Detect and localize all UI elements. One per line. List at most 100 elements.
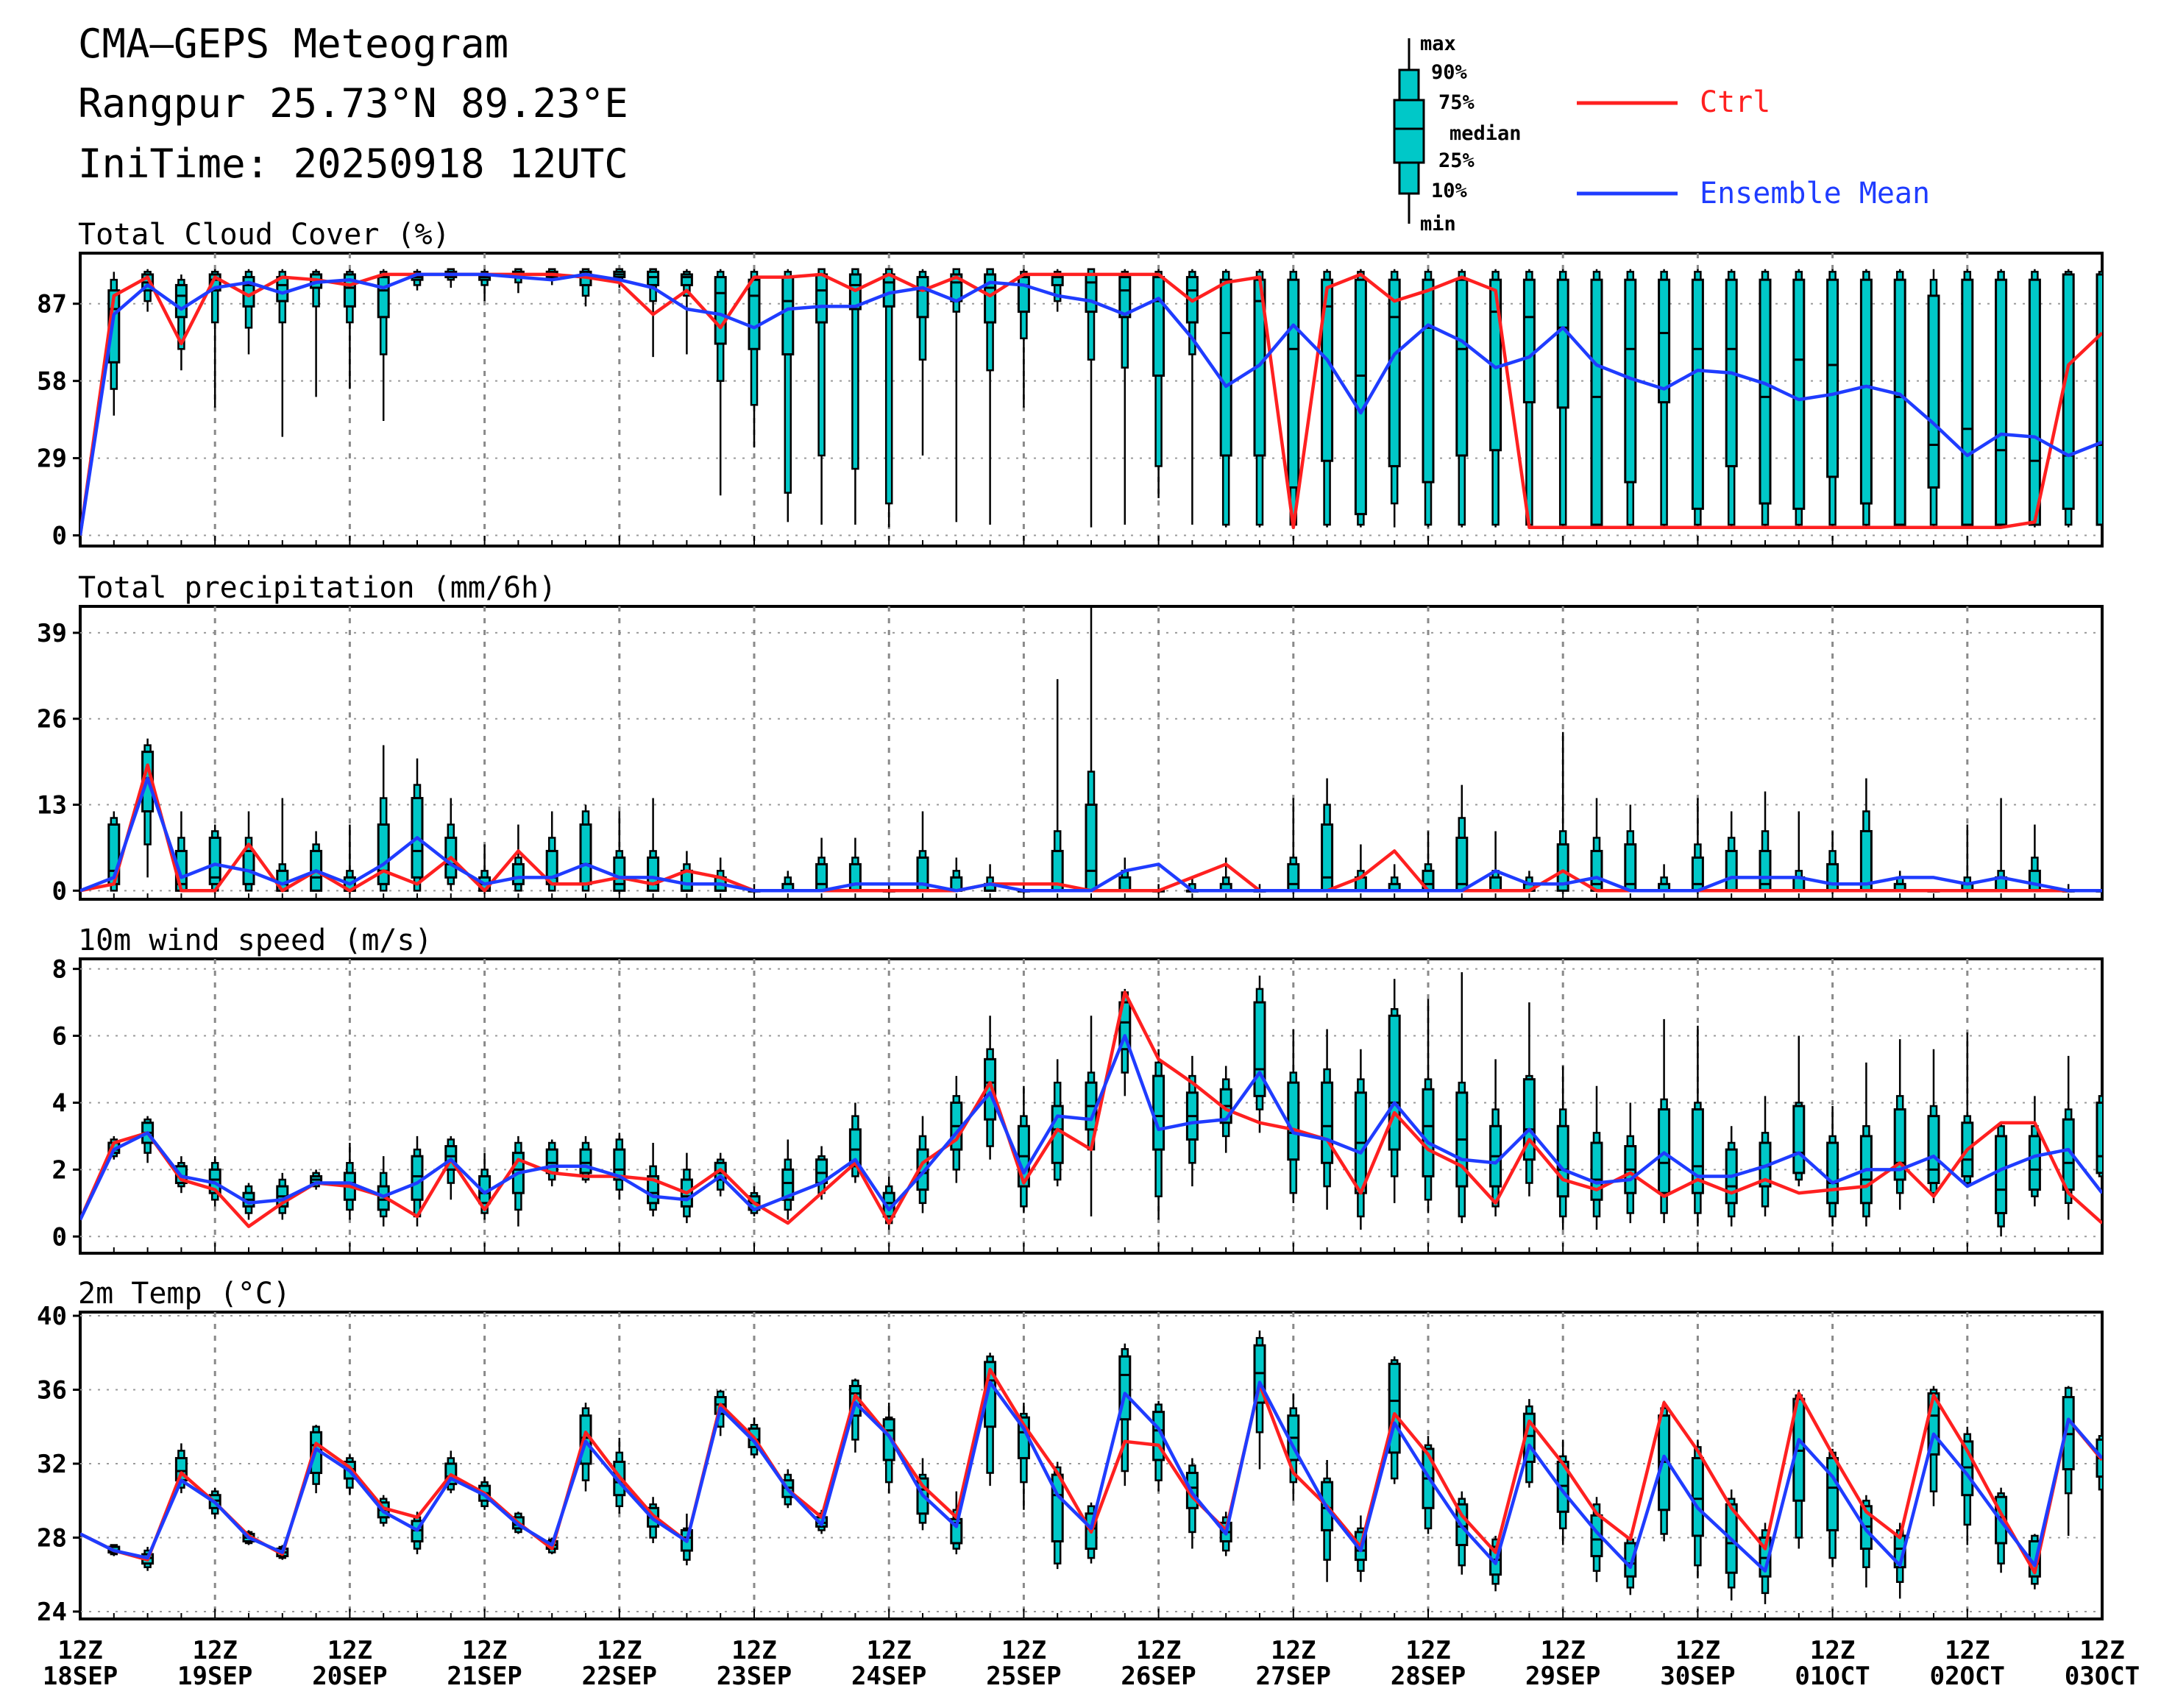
box-inner (1118, 276, 1132, 319)
box-inner (1287, 862, 1300, 892)
ensemble-box (411, 758, 424, 892)
series-lines (80, 272, 2102, 536)
box-inner (1085, 273, 1098, 313)
box-inner (1995, 1135, 2008, 1214)
x-label-hour: 12Z (866, 1636, 911, 1665)
ensemble-box (1691, 798, 1704, 892)
x-label-hour: 12Z (57, 1636, 102, 1665)
box-inner (984, 273, 997, 324)
box-inner (242, 849, 255, 885)
y-tick-label: 58 (37, 367, 67, 397)
box-inner (1152, 1074, 1165, 1151)
ensemble-box (377, 269, 390, 421)
ensemble-box (1522, 269, 1536, 528)
box-inner (1152, 276, 1165, 377)
ensemble-box (1725, 269, 1738, 528)
ensemble-box (1826, 269, 1839, 528)
ensemble-box (1185, 1458, 1199, 1549)
ensemble-box (1995, 269, 2008, 528)
box-inner (916, 276, 929, 319)
ensemble-box (916, 811, 929, 892)
ensemble-box (545, 1139, 558, 1187)
x-label-hour: 12Z (462, 1636, 507, 1665)
box-inner (1422, 278, 1435, 483)
x-label-hour: 12Z (1540, 1636, 1585, 1665)
panel-title: 2m Temp (°C) (78, 1277, 291, 1311)
ensemble-box (1287, 798, 1300, 892)
y-tick-label: 32 (37, 1450, 67, 1479)
panel-3: 10m wind speed (m/s) 0 2 4 6 8 (52, 924, 2141, 1255)
ensemble-box (1691, 269, 1704, 528)
box-inner (174, 283, 188, 319)
series-lines (80, 1367, 2102, 1575)
ctrl-line (80, 991, 2102, 1228)
ensemble-box (882, 268, 895, 528)
ensemble-box (1388, 269, 1401, 528)
ensemble-box (377, 1156, 390, 1227)
x-label-hour: 12Z (1136, 1636, 1181, 1665)
y-tick-label: 2 (52, 1155, 67, 1185)
box-inner (781, 276, 795, 355)
ensemble-box (1051, 678, 1064, 892)
ensemble-box (1624, 269, 1637, 528)
box-inner (1422, 1088, 1435, 1177)
box-inner (1253, 1001, 1266, 1097)
x-label-hour: 12Z (731, 1636, 776, 1665)
legend-box-inner (1393, 99, 1425, 164)
ctrl-line (80, 1367, 2102, 1575)
ensemble-box (1759, 791, 1772, 892)
ensemble-box (1185, 1055, 1199, 1187)
ensemble-box (1489, 1059, 1502, 1216)
panel-2: Total precipitation (mm/6h) 0 13 26 39 (37, 571, 2104, 906)
ensemble-box (1859, 269, 1873, 528)
legend-box-label: median (1449, 122, 1522, 145)
ensemble-box (2096, 1432, 2102, 1495)
ensemble-box (1388, 864, 1401, 892)
box-outer (884, 268, 893, 505)
y-tick-label: 0 (52, 1222, 67, 1252)
ensemble-box (984, 1016, 997, 1160)
panel-title: Total precipitation (mm/6h) (78, 571, 556, 605)
x-label-hour: 12Z (597, 1636, 642, 1665)
ensemble-box (2131, 1156, 2141, 1219)
ensemble-box (1590, 1085, 1603, 1230)
ensemble-box (1219, 857, 1232, 892)
box-inner (1085, 804, 1098, 892)
ensemble-box (1725, 1489, 1738, 1601)
y-tick-label: 28 (37, 1523, 67, 1553)
box-inner (1287, 278, 1300, 489)
legend-box-label: 75% (1438, 91, 1475, 114)
x-label-date: 24SEP (851, 1662, 926, 1691)
ensemble-box (1422, 269, 1435, 528)
ensemble-box (1658, 1018, 1671, 1224)
box-inner (343, 273, 356, 308)
ensemble-box (882, 1403, 895, 1494)
ensemble-box (1017, 269, 1030, 408)
box-outer (312, 271, 320, 308)
ensemble-box (1792, 1035, 1806, 1187)
legend-box-label: 10% (1431, 180, 1468, 202)
box-inner (1522, 278, 1536, 404)
ensemble-box (545, 268, 558, 286)
ensemble-box (1624, 1102, 1637, 1224)
box-inner (579, 1148, 592, 1174)
box-inner (2096, 1101, 2102, 1174)
ensemble-box (377, 745, 390, 892)
ensemble-mean-line (80, 272, 2102, 536)
y-tick-label: 6 (52, 1022, 67, 1052)
ensemble-box (815, 268, 828, 525)
box-inner (1590, 278, 1603, 526)
x-label-hour: 12Z (327, 1636, 372, 1665)
box-inner (1792, 278, 1806, 510)
ensemble-box (310, 269, 323, 397)
y-tick-label: 0 (52, 522, 67, 551)
x-label-date: 26SEP (1121, 1662, 1196, 1691)
legend-box-label: 90% (1431, 61, 1468, 84)
ensemble-mean-line (80, 1381, 2102, 1573)
series-lines (80, 991, 2102, 1228)
x-label-hour: 12Z (1945, 1636, 1990, 1665)
x-label-date: 02OCT (1930, 1662, 2005, 1691)
ensemble-box (984, 268, 997, 525)
ensemble-box (208, 824, 221, 892)
